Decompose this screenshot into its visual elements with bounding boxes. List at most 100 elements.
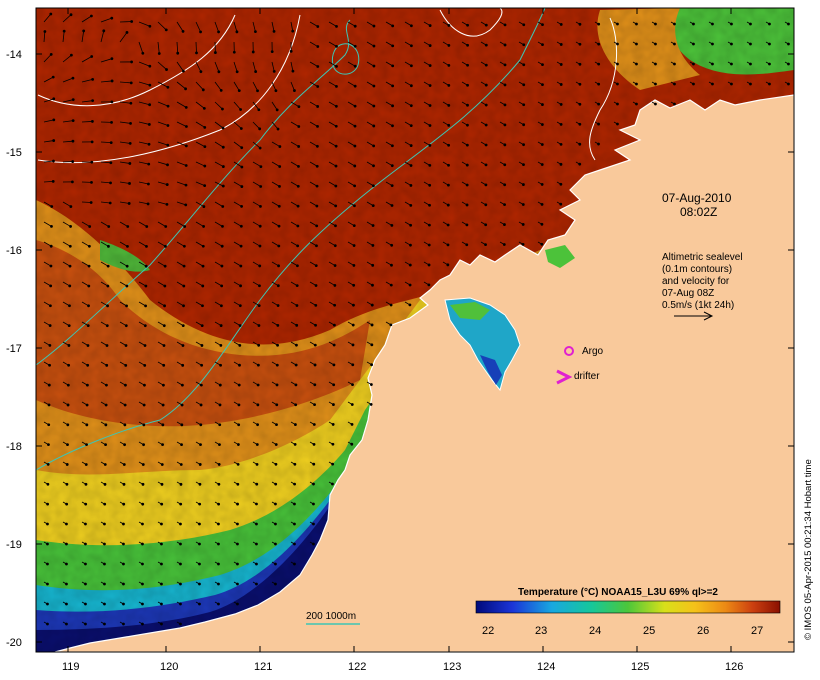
velocity-arrow-head [371,244,375,247]
velocity-arrow-head [232,50,236,54]
velocity-arrow-head [258,244,262,248]
velocity-arrow-head [103,522,106,526]
velocity-arrow-head [635,42,638,46]
velocity-arrow-head [276,323,280,327]
velocity-arrow-head [270,50,274,54]
velocity-arrow-head [275,383,279,387]
velocity-arrow-head [84,602,87,606]
velocity-arrow-head [65,622,68,626]
velocity-arrow-head [350,422,354,426]
velocity-arrow-head [333,264,337,267]
velocity-arrow-head [200,363,204,367]
velocity-legend: Altimetric sealevel (0.1m contours) and … [662,252,743,321]
velocity-arrow-head [293,423,297,426]
velocity-arrow-head [635,102,638,106]
velocity-arrow-head [522,143,525,147]
velocity-arrow [43,76,54,83]
contour-line [589,17,617,161]
velocity-arrow [233,161,243,168]
velocity-arrow-head [218,423,222,427]
velocity-arrow-head [201,304,204,308]
velocity-arrow-head [48,324,52,327]
velocity-arrow-head [427,243,431,247]
velocity-arrow-head [181,29,185,33]
velocity-arrow-head [255,522,258,526]
velocity-arrow-head [71,119,75,122]
velocity-arrow-head [578,102,582,106]
velocity-arrow-head [289,49,293,53]
velocity-arrow-head [334,164,338,168]
velocity-arrow-head [274,542,277,546]
isobath-loop [331,43,360,75]
colorbar-tick: 23 [535,625,547,637]
velocity-arrow [290,61,294,72]
velocity-arrow-head [559,142,563,146]
velocity-arrow-head [84,482,88,486]
velocity-arrow [100,17,112,23]
velocity-arrow [119,161,130,164]
velocity-arrow-head [141,51,145,55]
velocity-arrow-head [316,124,319,128]
velocity-arrow-head [447,163,450,167]
velocity-arrow-head [334,184,338,188]
velocity-arrow-head [142,403,146,407]
velocity-arrow-head [315,144,319,148]
velocity-arrow-head [179,542,182,546]
velocity-arrow-head [236,562,239,566]
velocity-arrow-head [70,180,74,184]
velocity-arrow-head [654,62,657,66]
velocity-arrow-head [654,102,657,106]
velocity-arrow-head [201,264,205,268]
velocity-arrow-head [353,24,357,28]
velocity-arrow [62,201,72,207]
velocity-arrow-head [654,42,657,46]
velocity-arrow-head [127,202,131,205]
velocity-arrow-head [447,123,451,127]
velocity-arrow-head [313,363,317,367]
velocity-arrow-head [353,184,357,188]
velocity-arrow-head [184,164,188,167]
velocity-arrow [100,221,109,227]
velocity-arrow-head [46,463,50,466]
velocity-arrow-head [124,383,127,387]
velocity-arrow [81,201,92,203]
velocity-arrow-head [128,182,131,185]
velocity-arrow-head [274,502,277,506]
velocity-arrow-head [787,62,790,66]
velocity-arrow-head [297,145,301,148]
velocity-arrow-head [46,562,49,566]
velocity-arrow-head [409,124,413,128]
velocity-arrow-head [144,264,148,268]
velocity-arrow-head [578,82,582,86]
velocity-arrow-head [50,205,54,208]
velocity-arrow [81,241,90,247]
velocity-arrow-head [274,89,278,93]
colorbar-tick: 25 [643,625,655,637]
velocity-arrow-head [484,163,488,167]
isobath-label: 200 1000m [306,611,356,622]
velocity-arrow [233,101,241,110]
velocity-arrow-head [124,324,128,328]
velocity-arrow-head [66,403,70,407]
velocity-arrow-head [447,103,451,107]
velocity-arrow-head [333,244,337,248]
velocity-arrow-head [787,42,790,46]
velocity-arrow-head [372,104,376,108]
velocity-arrow-head [312,542,315,546]
velocity-arrow-head [91,99,95,103]
velocity-arrow [252,201,261,207]
velocity-arrow-head [181,344,185,347]
velocity-arrow [252,121,260,130]
velocity-arrow-head [334,204,338,208]
velocity-arrow [176,121,187,127]
velocity-arrow-head [163,304,166,308]
velocity-arrow-head [730,82,733,86]
lat-tick-label: -16 [6,245,22,257]
velocity-arrow-head [409,203,413,207]
velocity-arrow [157,101,169,107]
velocity-arrow-head [67,344,71,347]
velocity-arrow-head [259,165,263,168]
velocity-arrow-head [143,324,147,328]
velocity-arrow-head [447,83,451,87]
velocity-arrow-head [372,24,376,28]
